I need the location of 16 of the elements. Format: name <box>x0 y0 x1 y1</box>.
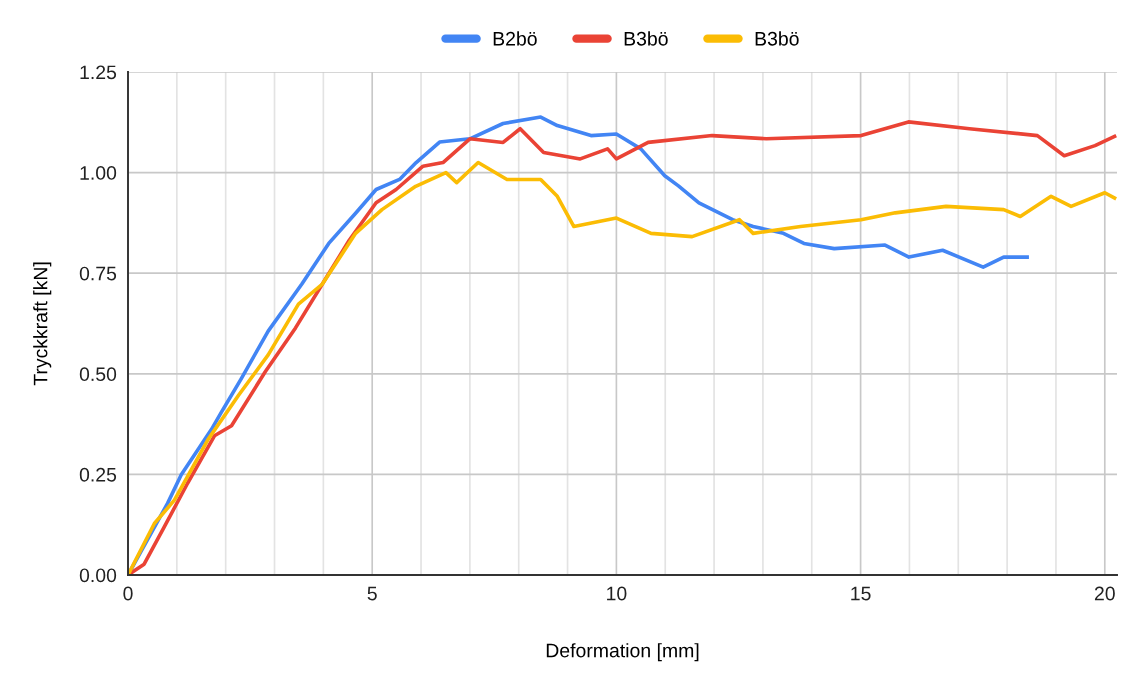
y-tick-label: 0.25 <box>79 467 117 482</box>
legend-label: B3bö <box>624 31 668 46</box>
y-tick-label: 1.00 <box>80 166 117 180</box>
x-tick-label: 20 <box>1094 586 1115 601</box>
x-axis-title: Deformation [mm] <box>546 643 699 662</box>
x-tick-label: 15 <box>851 586 871 601</box>
x-tick-label: 0 <box>123 586 133 601</box>
legend-label: B3bö <box>755 31 799 46</box>
y-tick-label: 0.75 <box>79 266 117 281</box>
y-tick-label: 1.25 <box>80 65 117 80</box>
x-tick-label: 5 <box>367 586 377 601</box>
y-axis-title: Tryckkraft [kN] <box>33 262 52 386</box>
x-tick-label: 10 <box>607 586 627 601</box>
legend-label: B2bö <box>493 31 537 46</box>
y-tick-label: 0.00 <box>79 568 117 583</box>
y-tick-label: 0.50 <box>79 367 117 382</box>
